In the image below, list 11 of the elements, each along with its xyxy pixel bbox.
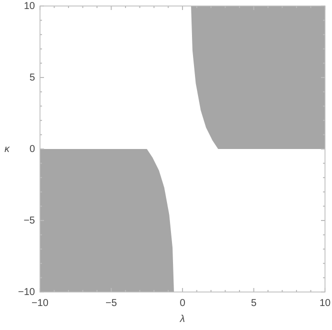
x-tick-label: 0 [180,298,186,310]
y-tick-label: −10 [18,287,36,298]
y-tick-label: 5 [29,72,36,84]
x-tick-label: −5 [106,298,118,310]
y-axis-title: κ [4,144,10,155]
y-tick-label: 0 [29,144,36,156]
x-tick-label: 10 [319,298,331,310]
y-tick-label: 10 [24,1,36,12]
x-axis-title: λ [179,314,186,325]
y-tick-label: −5 [24,216,36,227]
x-tick-label: 5 [250,298,257,310]
